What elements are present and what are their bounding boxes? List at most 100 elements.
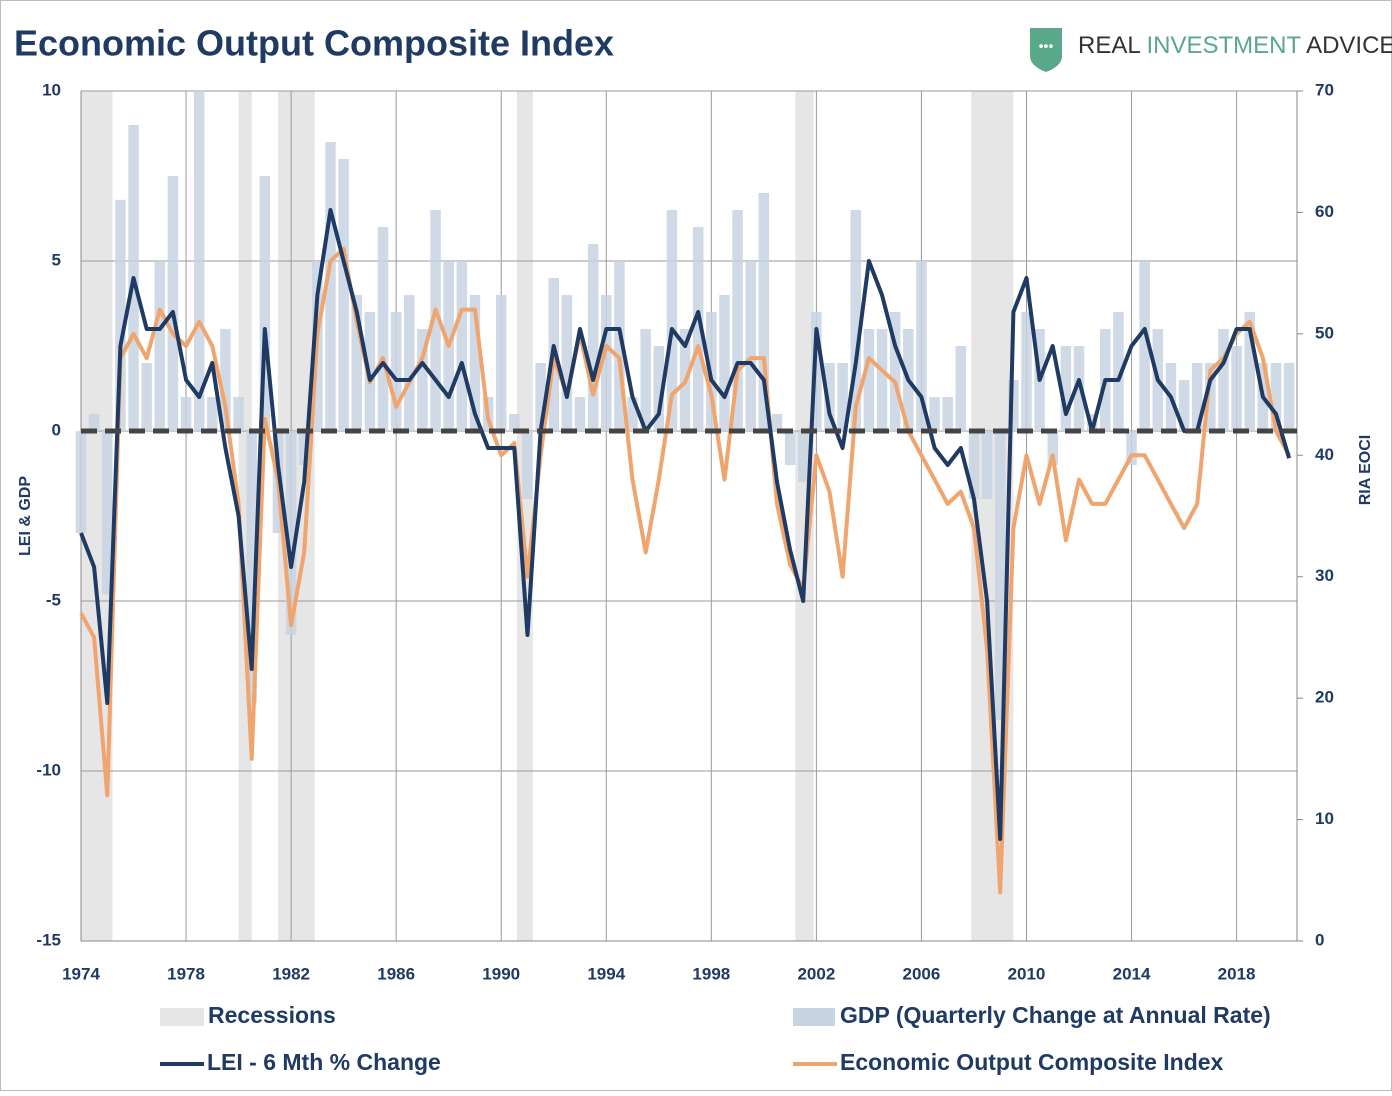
y2-tick-label: 70 — [1315, 80, 1334, 99]
recession-band — [795, 91, 814, 941]
x-tick-label: 2018 — [1218, 964, 1256, 983]
logo-word: REAL — [1078, 32, 1140, 59]
gdp-bar — [653, 346, 665, 431]
gdp-bar — [338, 159, 349, 431]
gdp-bar — [627, 397, 638, 431]
gdp-bar — [1021, 312, 1032, 431]
logo-text: REAL INVESTMENT ADVICE — [1078, 32, 1392, 59]
y-axis-label: LEI & GDP — [17, 476, 34, 556]
gdp-bar — [811, 312, 822, 431]
x-tick-label: 2002 — [797, 964, 835, 983]
logo-word: INVESTMENT — [1146, 32, 1301, 59]
gdp-bar — [1126, 431, 1137, 465]
legend-label: Recessions — [208, 1002, 336, 1028]
gdp-bar — [601, 295, 612, 431]
gdp-bar — [732, 210, 743, 431]
y2-tick-label: 0 — [1315, 930, 1324, 949]
y2-axis-label: RIA EOCI — [1357, 435, 1374, 506]
gdp-bar — [207, 397, 218, 431]
gdp-bar — [666, 210, 678, 431]
gdp-bar — [325, 142, 336, 431]
gdp-bar — [180, 397, 192, 431]
legend-label: Economic Output Composite Index — [840, 1049, 1224, 1075]
gdp-bar — [771, 414, 783, 431]
x-tick-label: 2010 — [1008, 964, 1046, 983]
x-tick-label: 1982 — [272, 964, 310, 983]
gdp-bar — [509, 414, 520, 431]
gdp-bar — [614, 261, 625, 431]
gdp-bar — [1047, 431, 1059, 465]
x-tick-label: 1994 — [587, 964, 625, 983]
gdp-bar — [193, 91, 205, 431]
y2-tick-label: 60 — [1315, 202, 1334, 221]
gdp-bar — [390, 312, 402, 431]
gdp-bar — [233, 397, 244, 431]
gdp-bar — [1139, 261, 1150, 431]
gdp-bar — [259, 176, 271, 431]
gdp-bar — [850, 210, 862, 431]
y-tick-label: -10 — [36, 760, 61, 779]
gdp-bar — [758, 193, 770, 431]
gdp-bar — [75, 431, 87, 533]
logo-shield — [1030, 28, 1062, 72]
y2-tick-label: 10 — [1315, 809, 1334, 828]
gdp-bar — [102, 431, 113, 595]
gdp-bar — [929, 397, 940, 431]
y-tick-label: 0 — [52, 420, 61, 439]
gdp-bar — [1205, 363, 1216, 431]
y-tick-label: -5 — [46, 590, 61, 609]
gdp-bar — [1073, 346, 1085, 431]
gdp-bar — [797, 431, 809, 482]
gdp-bar — [1270, 363, 1282, 431]
legend-swatch — [160, 1008, 204, 1026]
y2-tick-label: 30 — [1315, 566, 1334, 585]
gdp-bar — [1231, 346, 1242, 431]
gdp-bar — [154, 261, 166, 431]
gdp-bar — [495, 295, 507, 431]
gdp-bar — [88, 414, 100, 431]
legend-label: LEI - 6 Mth % Change — [207, 1049, 441, 1075]
series-line — [79, 208, 1292, 841]
gdp-bar — [1191, 363, 1203, 431]
y2-tick-label: 50 — [1315, 323, 1334, 342]
gdp-bar — [535, 363, 546, 431]
gdp-bar — [522, 431, 533, 499]
legend-label: GDP (Quarterly Change at Annual Rate) — [840, 1002, 1271, 1028]
gdp-bar — [298, 431, 310, 465]
logo-dots: ••• — [1039, 38, 1054, 54]
y2-tick-label: 20 — [1315, 688, 1334, 707]
gdp-bar — [246, 431, 257, 703]
gdp-bar — [115, 199, 126, 431]
gdp-bar — [981, 431, 993, 499]
gdp-bar — [889, 312, 901, 431]
gdp-bar — [469, 295, 481, 431]
gdp-bar — [863, 329, 875, 431]
x-tick-label: 1978 — [167, 964, 205, 983]
legend-swatch — [793, 1008, 835, 1026]
x-tick-label: 1974 — [62, 964, 100, 983]
gdp-bar — [220, 329, 231, 431]
gdp-bar — [955, 346, 967, 431]
gdp-bar — [456, 261, 468, 431]
gdp-bar — [640, 329, 651, 431]
gdp-bar — [784, 431, 796, 465]
gdp-bar — [1086, 414, 1098, 431]
gdp-bar — [824, 363, 835, 431]
x-tick-label: 2006 — [903, 964, 941, 983]
gdp-bar — [1178, 380, 1190, 431]
gdp-bar — [1060, 346, 1072, 431]
gdp-bar — [404, 295, 415, 431]
y-tick-label: 10 — [42, 80, 61, 99]
gdp-bar — [837, 363, 848, 431]
gdp-bar — [968, 431, 980, 499]
gdp-bar — [994, 431, 1006, 720]
gdp-bar — [351, 295, 363, 431]
gdp-bar — [916, 261, 927, 431]
gdp-bar — [167, 176, 179, 431]
x-tick-label: 1990 — [482, 964, 520, 983]
gdp-bar — [719, 295, 730, 431]
x-tick-label: 1986 — [377, 964, 415, 983]
x-tick-label: 2014 — [1113, 964, 1151, 983]
gdp-bar — [876, 329, 888, 431]
